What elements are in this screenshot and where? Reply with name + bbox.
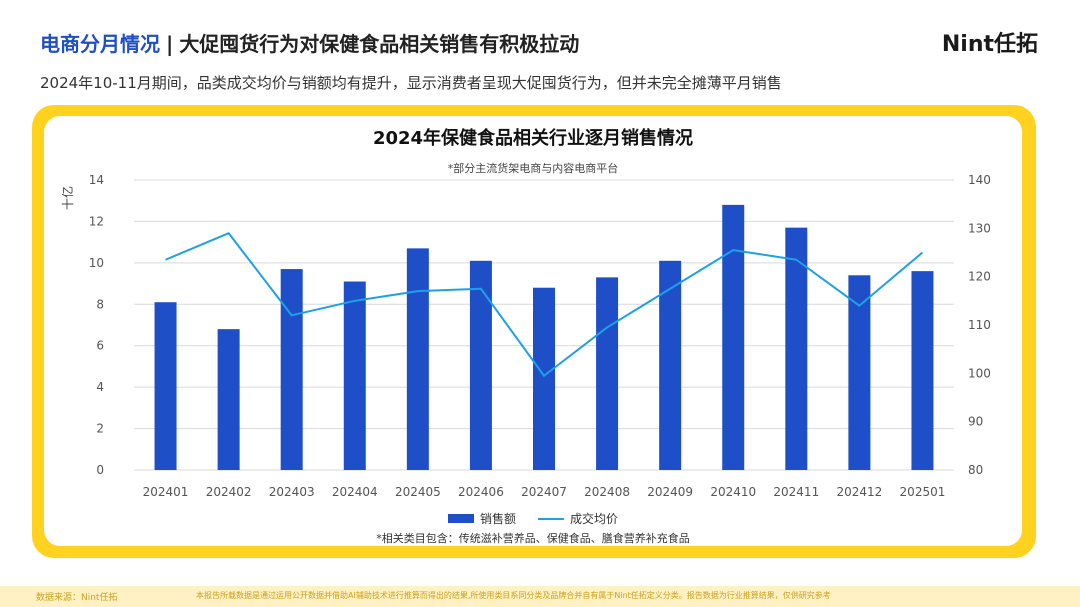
disclaimer-text: 本报告所载数据是通过运用公开数据并借助AI辅助技术进行推算而得出的结果,所使用类… [196, 591, 831, 600]
x-tick-label: 202407 [521, 485, 567, 499]
chart-footnote: *相关类目包含：传统滋补营养品、保健食品、膳食营养补充食品 [376, 532, 690, 545]
chart-panel: 0 2 4 6 8 10 12 14 80 90 100 110 120 130 140 十亿 202401 20… [44, 116, 1022, 546]
footer-band [0, 586, 1080, 607]
bar-sales-202405 [406, 248, 429, 470]
x-tick-label: 202401 [143, 485, 189, 499]
x-tick-label: 202404 [332, 485, 378, 499]
x-tick-label: 202410 [710, 485, 756, 499]
y-left-tick-label: 6 [96, 339, 104, 353]
bar-sales-202407 [533, 287, 555, 470]
y-right-tick-label: 90 [968, 415, 983, 429]
x-tick-label: 202411 [773, 485, 819, 499]
y-right-tick-label: 110 [968, 318, 991, 332]
y-right-tick-label: 80 [968, 463, 983, 477]
y-left-tick-label: 10 [89, 256, 104, 270]
y-left-tick-label: 2 [96, 422, 104, 436]
bar-sales-202401 [154, 302, 177, 470]
brand-logo: Nint任拓 [941, 32, 1038, 57]
bar-sales-202411 [785, 227, 808, 470]
y-right-tick-label: 100 [968, 366, 991, 380]
page-title-main: 大促囤货行为对保健食品相关销售有积极拉动 [179, 32, 580, 56]
legend-label-sales: 销售额 [479, 512, 516, 526]
chart-title: 2024年保健食品相关行业逐月销售情况 [372, 128, 694, 149]
y-right-tick-label: 130 [968, 221, 991, 235]
legend-item-sales: 销售额 [447, 510, 516, 527]
bar-sales-202501 [911, 271, 934, 470]
bar-sales-202402 [217, 329, 240, 470]
x-tick-label: 202408 [584, 485, 630, 499]
chart-note: *部分主流货架电商与内容电商平台 [447, 162, 619, 175]
title-separator: | [166, 32, 174, 56]
y-left-tick-label: 12 [89, 214, 104, 228]
chart-frame: 0 2 4 6 8 10 12 14 80 90 100 110 120 130 140 十亿 202401 20… [32, 105, 1036, 558]
legend-swatch-line [538, 517, 564, 520]
data-source: 数据来源：Nint任拓 [36, 593, 118, 603]
y-left-tick-label: 8 [96, 297, 104, 311]
x-tick-label: 202405 [395, 485, 441, 499]
legend-swatch-bar [447, 514, 474, 523]
legend-item-price: 成交均价 [538, 510, 618, 527]
x-tick-label: 202409 [647, 485, 693, 499]
bar-sales-202409 [659, 260, 682, 470]
bar-sales-202403 [280, 269, 303, 470]
y-left-tick-label: 0 [96, 463, 104, 477]
chart-canvas: 0 2 4 6 8 10 12 14 80 90 100 110 120 130 140 十亿 202401 20… [60, 173, 991, 499]
bar-sales-202408 [596, 277, 619, 470]
x-tick-label: 202402 [206, 485, 252, 499]
page-title-accent: 电商分月情况 [40, 32, 160, 56]
y-left-tick-label: 4 [96, 380, 104, 394]
x-tick-label: 202406 [458, 485, 504, 499]
y-left-tick-label: 14 [89, 173, 104, 187]
bar-sales-202404 [343, 281, 366, 470]
x-tick-label: 202412 [836, 485, 882, 499]
chart-legend: 销售额 成交均价 [44, 510, 1022, 527]
y-right-tick-label: 120 [968, 270, 991, 284]
x-tick-label: 202403 [269, 485, 315, 499]
bar-sales-202412 [848, 275, 871, 470]
page-subtitle: 2024年10-11月期间，品类成交均价与销额均有提升，显示消费者呈现大促囤货行… [40, 74, 782, 92]
y-right-tick-label: 140 [968, 173, 991, 187]
bar-sales-202410 [722, 204, 745, 470]
y-left-axis-label: 十亿 [60, 186, 75, 210]
bar-sales-202406 [469, 260, 492, 470]
x-tick-label: 202501 [900, 485, 946, 499]
page-title: 电商分月情况 | 大促囤货行为对保健食品相关销售有积极拉动 [40, 28, 579, 57]
legend-label-price: 成交均价 [570, 512, 619, 526]
